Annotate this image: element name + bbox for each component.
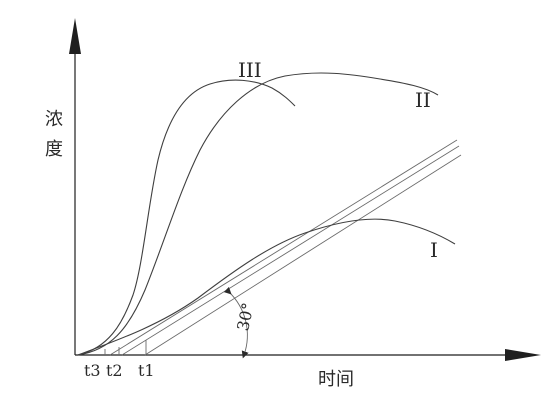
x-tick-label-t1: t1 — [138, 361, 155, 380]
x-tick-label-t2: t2 — [106, 361, 123, 380]
x-axis-label: 时间 — [318, 369, 354, 390]
reference-line-2 — [121, 145, 460, 356]
y-axis-label-char-2: 度 — [45, 139, 63, 160]
series-II-label: II — [415, 88, 431, 112]
reference-line-1 — [109, 139, 458, 356]
series-I-curve — [77, 218, 456, 356]
angle-label: 30° — [233, 301, 257, 333]
x-tick-label-t3: t3 — [84, 361, 101, 380]
angle-arc — [223, 286, 249, 359]
reference-line-3 — [144, 154, 462, 356]
series-II-curve — [77, 72, 439, 356]
y-axis-arrow — [69, 18, 81, 54]
x-axis-arrow — [505, 349, 541, 361]
series-III-curve — [77, 79, 296, 356]
y-axis-label-char-1: 浓 — [45, 109, 63, 130]
series-I-label: I — [430, 238, 438, 262]
series-III-label: III — [238, 58, 262, 82]
